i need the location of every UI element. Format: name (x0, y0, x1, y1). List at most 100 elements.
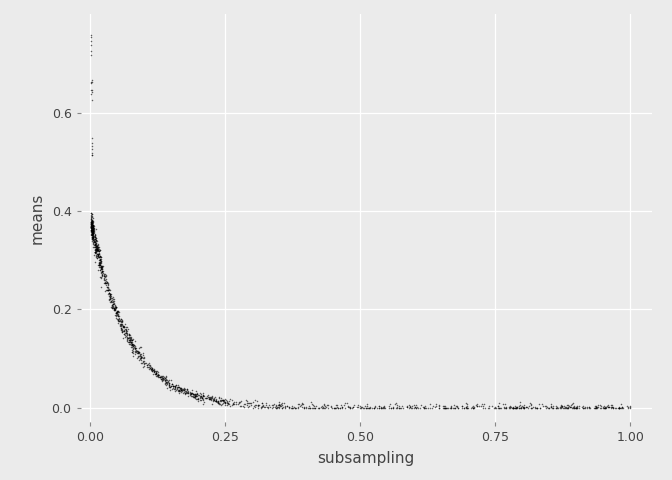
Point (111, 308, 122, 315)
Point (198, 392, 208, 400)
Point (511, 403, 522, 410)
Point (104, 292, 115, 300)
Point (94, 263, 105, 271)
Point (235, 402, 246, 409)
Point (118, 327, 128, 335)
Point (91, 242, 101, 250)
Point (145, 361, 156, 369)
Point (183, 388, 194, 396)
Point (124, 333, 135, 341)
Point (87, 230, 97, 238)
Point (401, 403, 412, 410)
Point (85, 220, 96, 228)
Point (185, 390, 196, 398)
Point (87, 227, 97, 234)
Point (93, 244, 103, 252)
Point (122, 333, 133, 341)
Point (87, 222, 98, 230)
Point (329, 404, 340, 411)
Point (583, 403, 594, 410)
Point (95, 255, 106, 263)
Point (407, 403, 418, 410)
Point (515, 404, 526, 411)
Point (113, 317, 124, 325)
Point (136, 353, 146, 360)
Point (376, 404, 387, 411)
Point (331, 401, 342, 409)
Point (603, 404, 614, 411)
Point (89, 248, 100, 256)
Point (376, 404, 387, 411)
Point (125, 340, 136, 348)
Point (95, 262, 106, 269)
Point (90, 243, 101, 251)
Point (425, 400, 435, 408)
Point (127, 340, 138, 348)
Point (101, 286, 112, 294)
Point (593, 403, 603, 411)
Point (299, 404, 310, 411)
Point (250, 401, 261, 409)
Point (114, 317, 124, 325)
Point (138, 354, 149, 362)
Point (126, 335, 136, 343)
Point (95, 260, 106, 267)
Point (151, 369, 161, 376)
Point (192, 391, 202, 398)
Point (498, 400, 509, 408)
Point (567, 404, 578, 411)
Point (110, 309, 121, 317)
Point (101, 281, 112, 288)
Point (267, 404, 278, 411)
Point (376, 404, 386, 411)
Point (116, 323, 126, 330)
Point (573, 404, 584, 411)
Point (513, 402, 524, 410)
Point (592, 404, 603, 411)
Point (170, 383, 181, 391)
Point (462, 404, 472, 411)
Point (594, 404, 605, 411)
Point (117, 323, 128, 331)
Point (87, 210, 97, 218)
Point (192, 395, 202, 402)
Point (87, 231, 97, 239)
Point (176, 386, 187, 394)
Point (87, 227, 98, 235)
Point (433, 404, 444, 411)
Point (188, 390, 199, 398)
Point (526, 400, 536, 408)
Point (146, 367, 157, 375)
Point (89, 237, 99, 245)
Point (556, 403, 567, 410)
Point (112, 316, 123, 324)
Point (515, 404, 526, 411)
Point (93, 245, 104, 253)
Point (625, 404, 636, 411)
Point (102, 286, 113, 294)
Point (114, 317, 124, 325)
Point (108, 297, 118, 305)
Point (115, 317, 126, 325)
Point (100, 279, 111, 287)
Point (411, 403, 422, 411)
Point (86, 227, 97, 234)
Point (288, 404, 298, 411)
Point (89, 233, 100, 241)
Point (551, 404, 562, 411)
Point (87, 234, 98, 241)
Point (94, 263, 105, 271)
Point (90, 241, 101, 249)
Point (600, 404, 611, 411)
Point (86, 223, 97, 230)
Point (185, 389, 196, 396)
Point (348, 403, 359, 411)
Point (93, 246, 103, 253)
Point (95, 260, 106, 267)
Point (182, 389, 193, 396)
Point (431, 402, 442, 409)
Point (314, 404, 325, 411)
Point (122, 334, 133, 342)
Point (441, 404, 452, 411)
Point (99, 275, 110, 282)
